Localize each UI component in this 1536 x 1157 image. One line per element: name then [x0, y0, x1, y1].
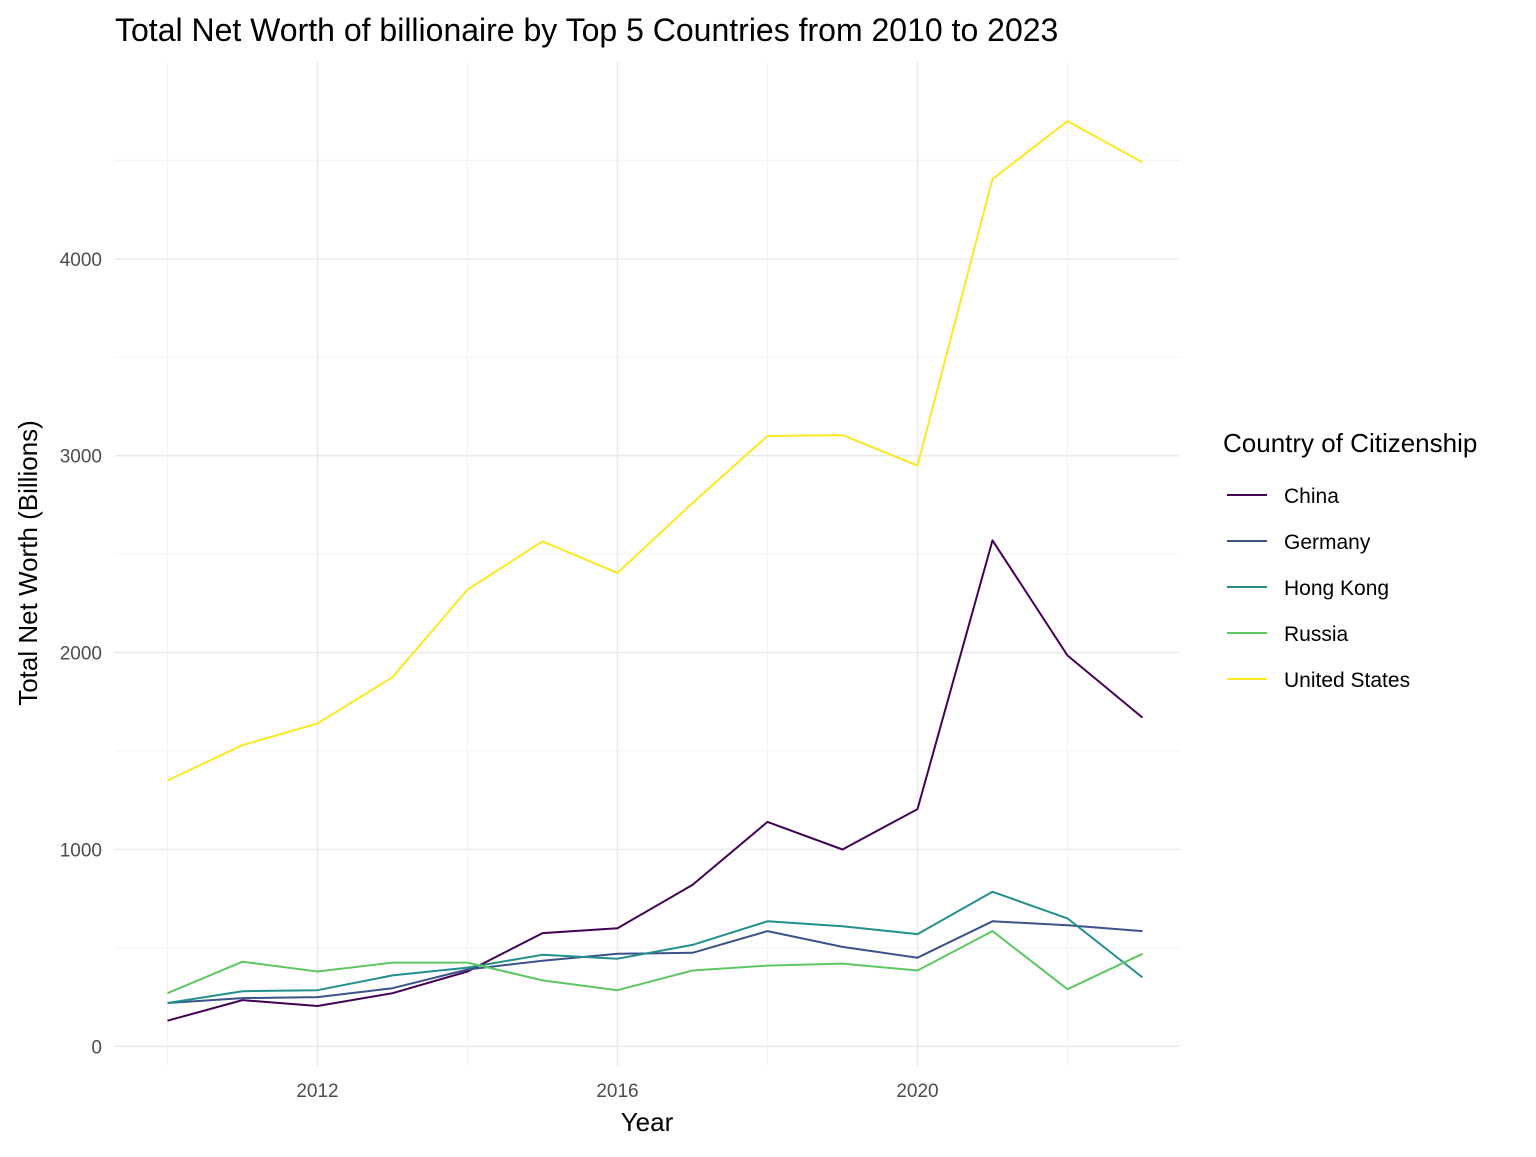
- y-tick-label: 0: [91, 1037, 102, 1058]
- x-tick-label: 2012: [296, 1081, 338, 1102]
- x-axis-tick-labels: 2012 2016 2020: [296, 1081, 938, 1102]
- legend-items: China Germany Hong Kong Russia United States: [1227, 485, 1410, 692]
- legend-label-germany: Germany: [1284, 531, 1371, 554]
- series-line-united-states: [167, 120, 1143, 782]
- y-axis-title: Total Net Worth (Billions): [13, 420, 43, 706]
- legend-label-russia: Russia: [1284, 623, 1349, 646]
- series-line-russia: [167, 930, 1143, 995]
- chart-title: Total Net Worth of billionaire by Top 5 …: [115, 12, 1058, 48]
- legend-label-united-states: United States: [1284, 669, 1410, 692]
- y-tick-label: 3000: [60, 447, 102, 468]
- series-line-germany: [167, 920, 1143, 1004]
- legend-title: Country of Citizenship: [1223, 428, 1477, 458]
- legend-label-hong-kong: Hong Kong: [1284, 577, 1389, 600]
- x-tick-label: 2020: [896, 1081, 938, 1102]
- major-gridlines: [115, 62, 1180, 1066]
- minor-gridlines: [115, 62, 1180, 1066]
- y-axis-tick-labels: 0 1000 2000 3000 4000: [60, 250, 102, 1058]
- x-axis-title: Year: [621, 1107, 674, 1137]
- series-line-hong-kong: [167, 890, 1144, 1004]
- legend-label-china: China: [1284, 485, 1339, 508]
- series-line-china: [167, 539, 1144, 1022]
- y-tick-label: 1000: [60, 840, 102, 861]
- x-tick-label: 2016: [596, 1081, 638, 1102]
- y-tick-label: 2000: [60, 644, 102, 665]
- y-tick-label: 4000: [60, 250, 102, 271]
- series-lines: [167, 120, 1144, 1022]
- legend: Country of Citizenship China Germany Hong …: [1223, 428, 1477, 692]
